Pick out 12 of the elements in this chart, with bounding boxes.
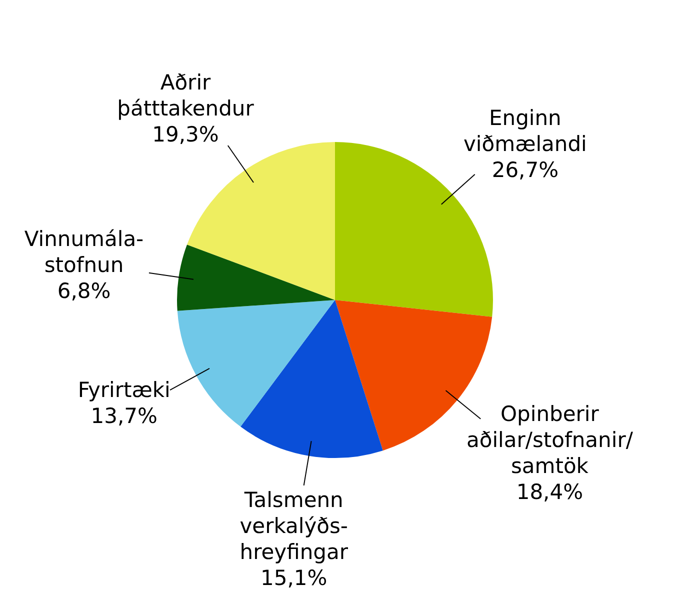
slice-label: Fyrirtæki bbox=[78, 378, 170, 402]
data-label: 13,7% bbox=[90, 404, 158, 428]
slice-label: Vinnumála- stofnun bbox=[24, 227, 144, 278]
data-label: 26,7% bbox=[492, 158, 559, 182]
slice-label: Opinberir aðilar/stofnanir/ samtök bbox=[466, 402, 634, 478]
data-label: 19,3% bbox=[152, 122, 219, 147]
slice-label: Talsmenn verkalýðs- hreyfingar bbox=[240, 488, 348, 564]
data-label: 15,1% bbox=[260, 566, 328, 589]
data-label: 18,4% bbox=[516, 480, 584, 504]
slice-label: Enginn viðmælandi bbox=[464, 106, 587, 156]
slice-label: Aðrir þátttakendur bbox=[117, 70, 254, 121]
data-label: 6,8% bbox=[57, 279, 111, 304]
